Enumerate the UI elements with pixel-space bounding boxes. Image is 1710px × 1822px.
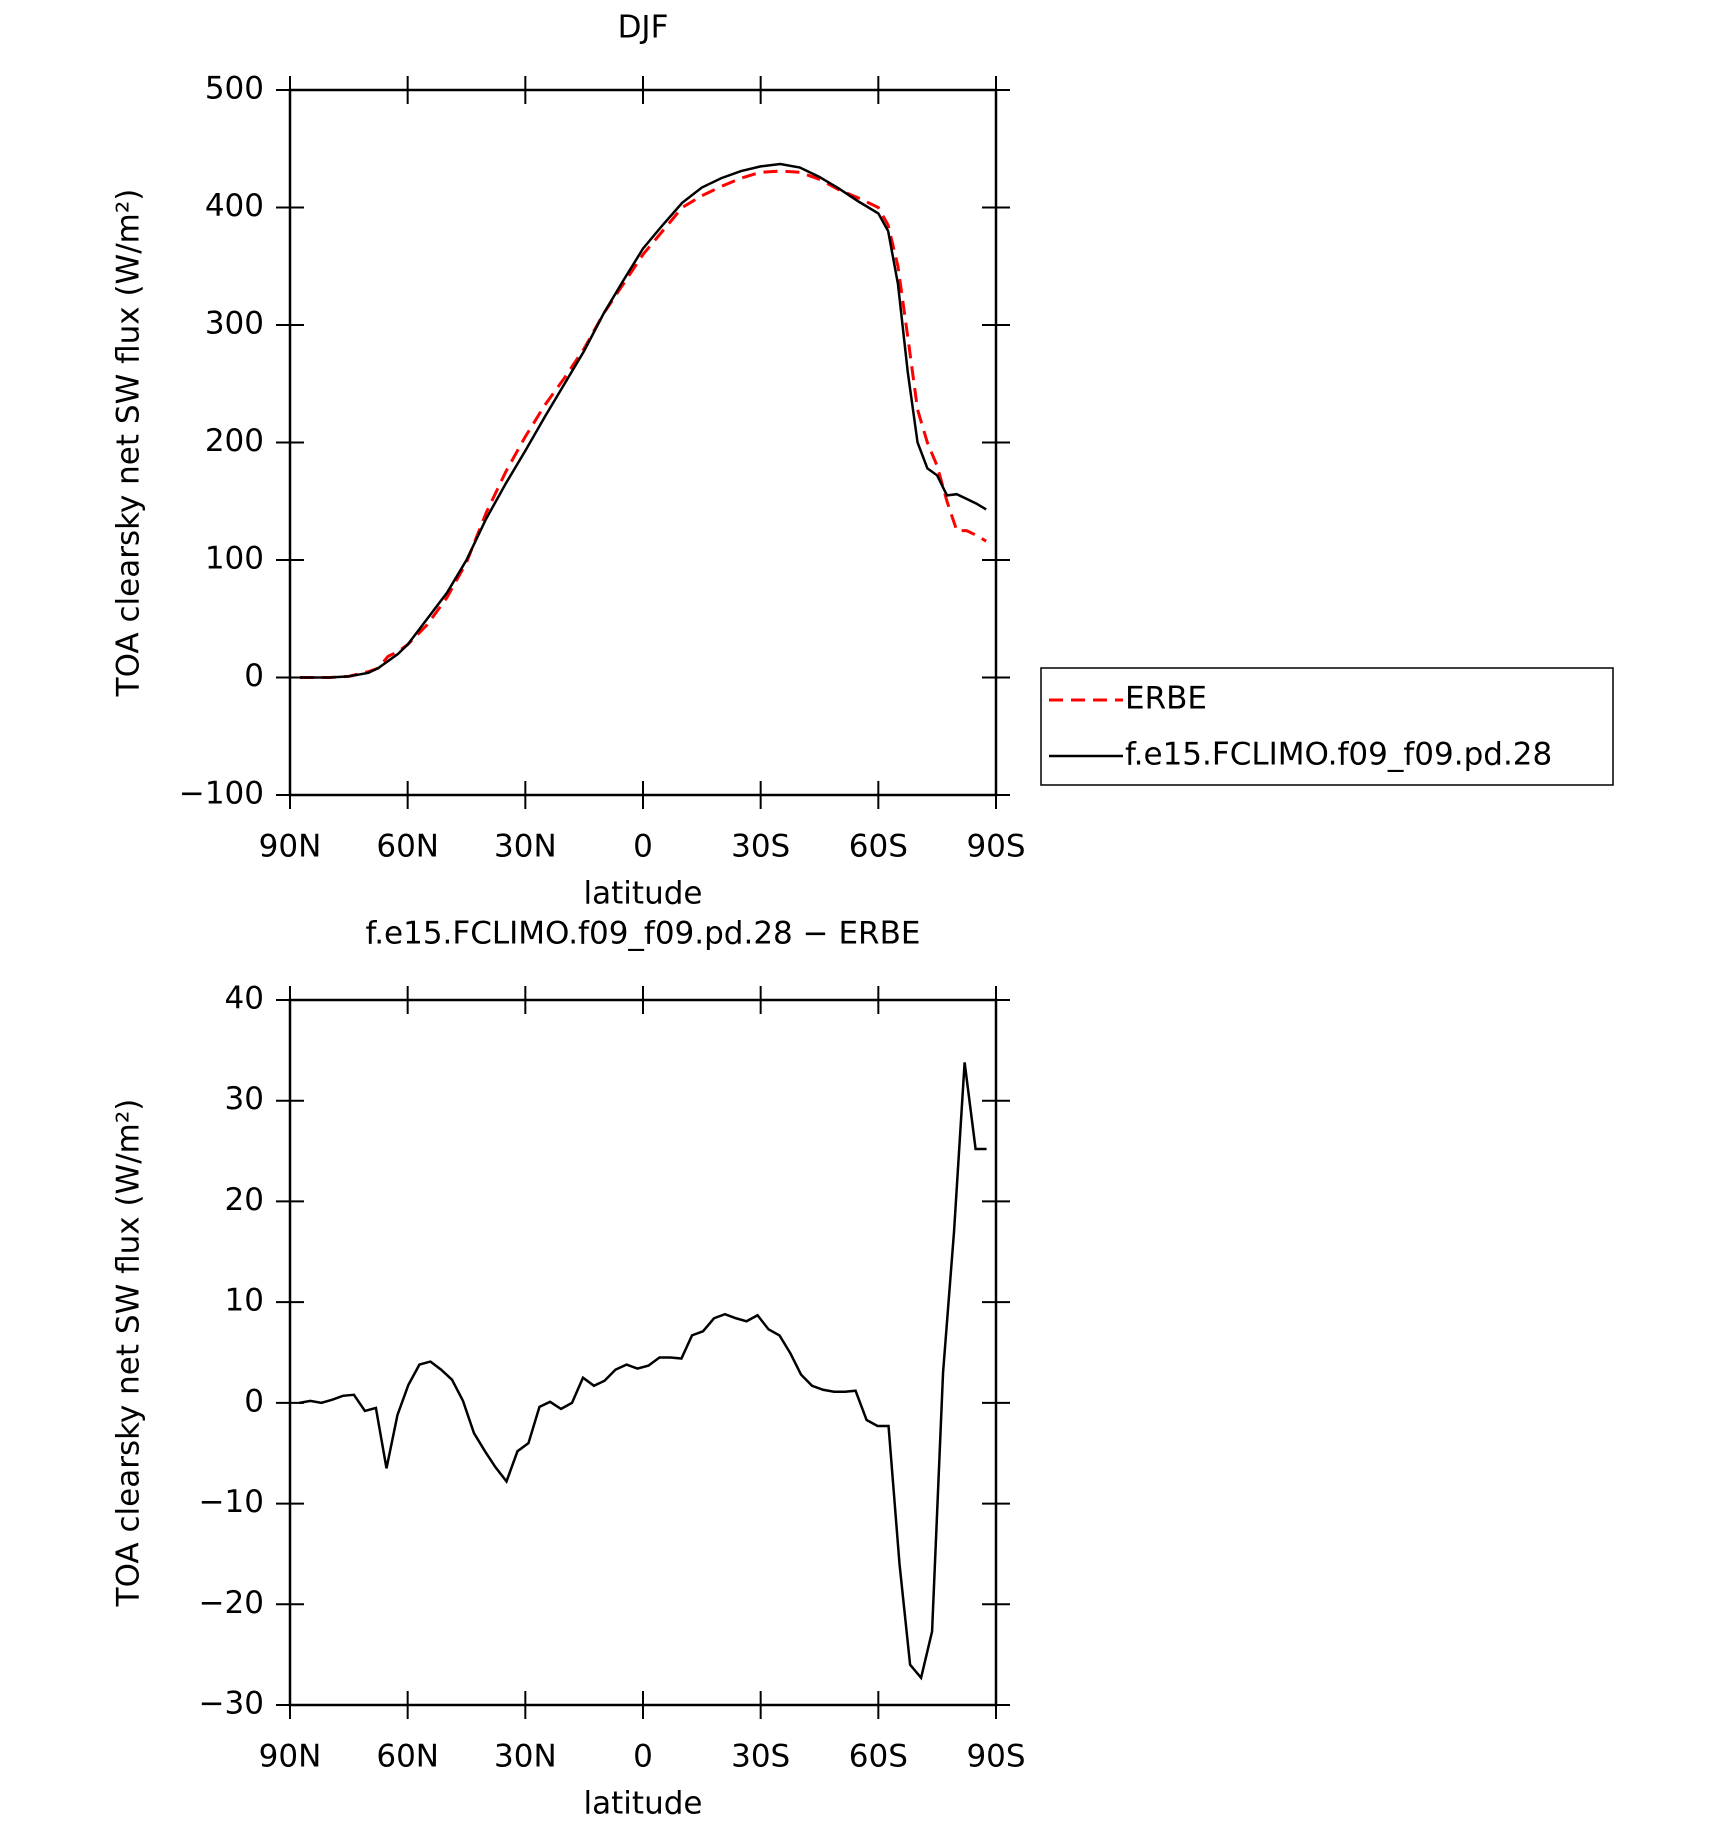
chart-title: DJF <box>618 10 669 46</box>
x-tick-label: 60N <box>376 1739 439 1775</box>
y-tick-label: 30 <box>225 1081 264 1117</box>
y-tick-label: −10 <box>199 1484 264 1520</box>
legend-box <box>1040 667 1614 786</box>
x-tick-label: 30S <box>731 829 790 865</box>
y-tick-label: −30 <box>199 1686 264 1722</box>
y-tick-label: 400 <box>205 188 264 224</box>
y-axis-label: TOA clearsky net SW flux (W/m²) <box>111 1099 147 1608</box>
plot-frame <box>288 998 998 1707</box>
chart-title: f.e15.FCLIMO.f09_f09.pd.28 − ERBE <box>366 916 921 952</box>
x-axis-label: latitude <box>584 876 703 912</box>
x-axis-label: latitude <box>584 1786 703 1822</box>
y-tick-label: 200 <box>205 423 264 459</box>
y-tick-label: 0 <box>244 1383 264 1419</box>
legend-label: f.e15.FCLIMO.f09_f09.pd.28 <box>1125 737 1552 773</box>
y-axis-label: TOA clearsky net SW flux (W/m²) <box>111 189 147 698</box>
y-tick-label: 40 <box>225 981 264 1017</box>
x-tick-label: 30N <box>494 1739 557 1775</box>
plot-frame <box>288 88 998 797</box>
x-tick-label: 60S <box>849 829 908 865</box>
data-line <box>299 1062 987 1681</box>
y-tick-label: 10 <box>225 1283 264 1319</box>
y-tick-label: 100 <box>205 541 264 577</box>
y-tick-label: 300 <box>205 306 264 342</box>
x-tick-label: 30S <box>731 1739 790 1775</box>
x-tick-label: 30N <box>494 829 557 865</box>
legend-label: ERBE <box>1125 681 1207 717</box>
y-tick-label: −100 <box>179 776 264 812</box>
x-tick-label: 60S <box>849 1739 908 1775</box>
x-tick-label: 90N <box>259 1739 322 1775</box>
x-tick-label: 90S <box>966 1739 1025 1775</box>
y-tick-label: 0 <box>244 658 264 694</box>
x-tick-label: 90S <box>966 829 1025 865</box>
y-tick-label: 20 <box>225 1182 264 1218</box>
y-tick-label: −20 <box>199 1585 264 1621</box>
x-tick-label: 60N <box>376 829 439 865</box>
data-line <box>299 162 987 679</box>
x-tick-label: 0 <box>633 1739 653 1775</box>
x-tick-label: 0 <box>633 829 653 865</box>
x-tick-label: 90N <box>259 829 322 865</box>
y-tick-label: 500 <box>205 71 264 107</box>
